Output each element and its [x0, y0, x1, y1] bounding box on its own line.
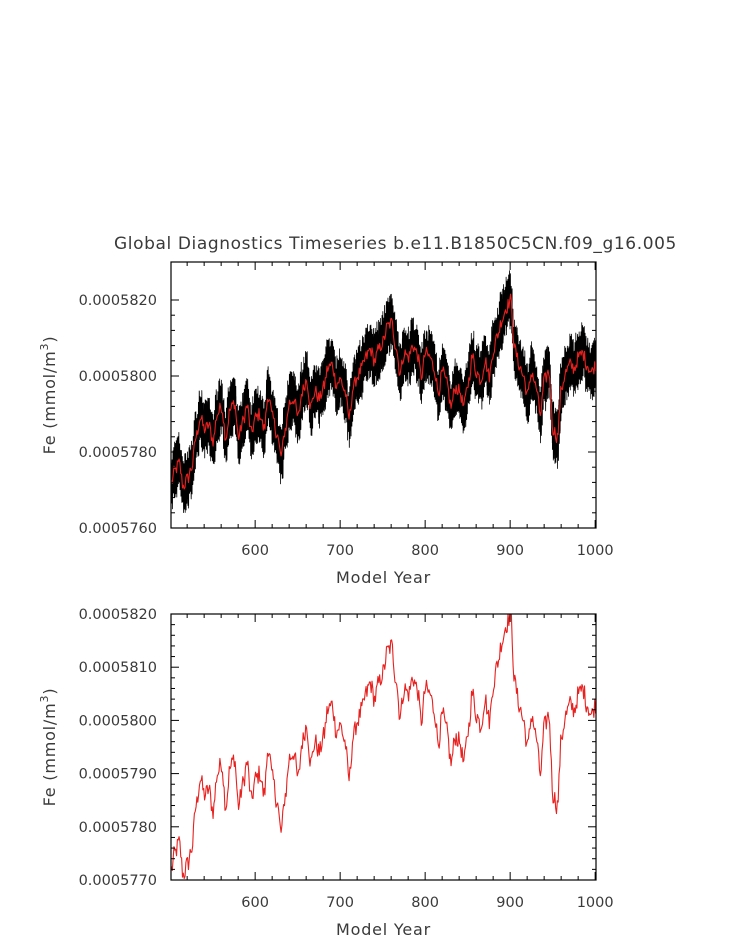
x-tick-label: 1000: [577, 895, 614, 911]
x-tick-label: 1000: [577, 543, 614, 559]
y-tick-label: 0.0005820: [79, 293, 157, 309]
x-tick-label: 800: [411, 543, 439, 559]
series-line-annual: [171, 293, 596, 490]
plot-frame: [170, 261, 597, 529]
chart-top-monthly-annual: 600 700 800 900 1000 0.0005760 0.0005780 0.0005…: [38, 261, 614, 587]
y-axis-title: Fe (mmol/m3): [38, 336, 59, 455]
chart-bottom-annual: 600 700 800 900 1000 0.0005770 0.0005780 0.0005…: [38, 607, 614, 939]
y-tick-label: 0.0005800: [79, 369, 157, 385]
series-line-annual: [171, 614, 596, 880]
y-tick-label: 0.0005780: [79, 820, 157, 836]
x-tick-label: 900: [496, 895, 524, 911]
y-tick-label: 0.0005820: [79, 607, 157, 623]
x-tick-label: 800: [411, 895, 439, 911]
x-tick-label: 700: [326, 543, 354, 559]
y-tick-label: 0.0005800: [79, 713, 157, 729]
chart-title: Global Diagnostics Timeseries b.e11.B185…: [114, 234, 677, 254]
x-tick-label: 700: [326, 895, 354, 911]
y-tick-label: 0.0005790: [79, 767, 157, 783]
y-tick-label: 0.0005810: [79, 660, 157, 676]
x-tick-label: 600: [241, 543, 269, 559]
plot-frame: [170, 613, 597, 881]
x-axis-title: Model Year: [336, 920, 431, 939]
x-tick-label: 900: [496, 543, 524, 559]
y-tick-label: 0.0005770: [79, 873, 157, 889]
y-tick-label: 0.0005780: [79, 445, 157, 461]
x-axis-title: Model Year: [336, 568, 431, 587]
series-line-monthly: [171, 270, 596, 514]
x-tick-label: 600: [241, 895, 269, 911]
y-axis-title: Fe (mmol/m3): [38, 688, 59, 807]
y-tick-label: 0.0005760: [79, 521, 157, 537]
